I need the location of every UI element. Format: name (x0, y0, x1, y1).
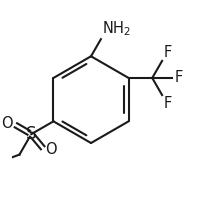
Text: O: O (1, 116, 12, 131)
Text: F: F (174, 71, 182, 85)
Text: S: S (26, 125, 37, 143)
Text: O: O (45, 142, 57, 157)
Text: F: F (164, 96, 172, 111)
Text: NH$_2$: NH$_2$ (102, 19, 131, 38)
Text: F: F (164, 45, 172, 60)
